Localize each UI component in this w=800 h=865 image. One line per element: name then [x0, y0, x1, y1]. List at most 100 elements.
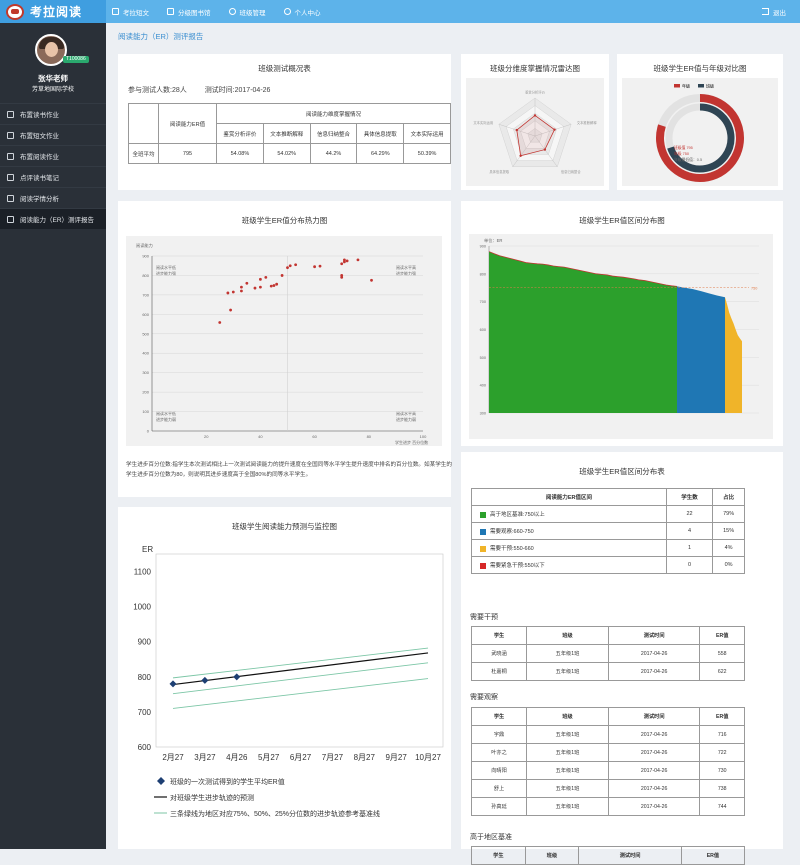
intervene-table: 学生 班级 测试时间 ER值 武晓涵 五年级1班 2017-04-26 558 杜嘉桐 五年级1班… [470, 626, 745, 681]
page-title: 阅读能力（ER）测评报告 [118, 32, 204, 41]
dim-header: 文本推断解释 [262, 123, 311, 144]
app-logo[interactable]: 考拉阅读 [0, 0, 106, 23]
prediction-x-tick: 10月27 [415, 753, 441, 762]
dim-value: 54.02% [262, 143, 311, 164]
article-icon [7, 131, 14, 139]
heat-point [343, 260, 346, 264]
logout-button[interactable]: 退出 [762, 0, 786, 23]
summary-title: 班级测试概况表 [258, 64, 311, 73]
table-cell: 五年级1班 [526, 779, 609, 798]
logout-icon [762, 8, 769, 15]
quadrant-tr-2: 进步能力强 [396, 270, 416, 276]
percentile-50-line [172, 662, 429, 695]
legend-class-label: 班级 [706, 83, 714, 89]
table-cell: 五年级1班 [526, 644, 609, 663]
table-cell: 2017-04-26 [607, 761, 701, 780]
heat-point [231, 290, 235, 294]
heat-x-tick: 20 [204, 434, 209, 439]
sidebar-item-article-assignment[interactable]: 布置短文作业 [0, 124, 106, 145]
area-ylabel: 单位：ER [484, 237, 502, 244]
top-navbar: 考拉阅读 考拉短文 分级图书馆 班级管理 个人中心 退出 [0, 0, 800, 23]
dim-header: 信息归纳整合 [309, 123, 358, 144]
table-row: 孙真廷 五年级1班 2017-04-26 744 [470, 797, 745, 816]
prediction-title: 班级学生阅读能力预测与监控图 [232, 522, 337, 531]
prediction-y-tick: 800 [138, 673, 152, 682]
quadrant-tl-2: 进步能力强 [156, 270, 176, 276]
ring-panel: 班级学生ER值与年级对比图 年级 班级 班级值 795 年级 750 年级最低值… [617, 54, 783, 190]
teacher-profile: T100086 张华老师 芳草地国际学校 [0, 23, 106, 103]
table-cell: 2017-04-26 [607, 797, 701, 816]
class-icon [228, 8, 236, 15]
heat-x-tick: 60 [312, 434, 317, 439]
radar-axis-label: 信息归纳整合 [561, 169, 581, 174]
area-y-tick: 300 [480, 412, 486, 416]
class-ring [667, 103, 735, 173]
table-cell: 622 [699, 662, 745, 681]
heat-y-tick: 700 [142, 292, 149, 297]
summary-panel: 班级测试概况表 参与测试人数:28人 测试时间:2017-04-26 阅读能力E… [118, 54, 451, 190]
prediction-y-tick: 900 [138, 638, 152, 647]
sidebar-item-analysis[interactable]: 阅读学情分析 [0, 187, 106, 208]
intervene-heading: 需要干预 [470, 614, 498, 621]
test-time: 测试时间:2017-04-26 [204, 87, 271, 94]
heat-ylabel: 阅读能力 [136, 242, 153, 249]
prediction-x-tick: 9月27 [385, 753, 407, 762]
table-row: 宇鼎 五年级1班 2017-04-26 716 [470, 725, 745, 744]
prediction-y-tick: 700 [138, 708, 152, 717]
distribution-panel: 班级学生ER值区间分布表 阅读能力ER值区间 学生数 占比 高于地区基准:750… [461, 452, 783, 865]
sidebar-item-reading-assignment[interactable]: 布置读书作业 [0, 103, 106, 124]
dim-value: 54.08% [216, 143, 264, 164]
sidebar-item-er-report[interactable]: 阅读能力（ER）测评报告 [0, 208, 106, 229]
sidebar-item-review-notes[interactable]: 点评读书笔记 [0, 166, 106, 187]
prediction-legend-label: 三条绿线为地区对应75%、50%、25%分位数的进步轨迹参考基准线 [170, 809, 380, 818]
column-header: 测试时间 [578, 846, 682, 865]
heat-point [280, 274, 284, 277]
heat-point [240, 285, 243, 289]
pen-icon [7, 173, 14, 181]
table-cell: 738 [699, 779, 745, 798]
heat-point [340, 274, 344, 277]
nav-item-library[interactable]: 分级图书馆 [167, 7, 211, 17]
heat-point [340, 262, 344, 266]
dim-header: 鉴赏分析评价 [216, 123, 264, 144]
heat-x-tick: 80 [367, 434, 372, 439]
table-cell: 叶亦之 [470, 743, 528, 762]
heat-scatter-chart: 阅读能力 学生进步 百分位数 阅读水平低 进步能力强 阅读水平高 进步能力强 阅… [136, 242, 428, 445]
nav-item-class[interactable]: 班级管理 [228, 7, 266, 17]
table-row: 杜嘉桐 五年级1班 2017-04-26 622 [470, 662, 745, 681]
area-y-tick: 800 [480, 272, 486, 276]
heat-y-tick: 800 [142, 273, 149, 278]
area-panel: 班级学生ER值区间分布图 单位：ER 300 400 500 600 700 800 900… [461, 201, 783, 446]
table-header-row: 学生 班级 测试时间 ER值 [471, 846, 746, 865]
area-y-tick: 500 [480, 356, 486, 360]
heat-point [313, 265, 316, 269]
high-heading: 高于地区基准 [470, 834, 512, 841]
heat-point [253, 286, 257, 290]
column-header: ER值 [680, 846, 746, 865]
legend-grade-swatch [674, 84, 680, 88]
heat-point [318, 264, 322, 268]
nav-item-articles[interactable]: 考拉短文 [112, 7, 149, 17]
column-header: 学生 [470, 707, 528, 726]
table-cell: 向晴阳 [470, 761, 528, 780]
column-header: 班级 [526, 626, 609, 645]
table-cell: 五年级1班 [526, 743, 609, 762]
nav-item-profile[interactable]: 个人中心 [283, 7, 321, 17]
radar-series-area [516, 114, 556, 157]
radar-point [515, 128, 518, 132]
heat-point [259, 285, 262, 289]
legend-grade-label: 年级 [682, 83, 690, 89]
column-header: 学生 [471, 846, 526, 865]
sidebar-item-read-assignment[interactable]: 布置阅读作业 [0, 145, 106, 166]
radar-point [553, 128, 556, 131]
column-header: 测试时间 [607, 707, 701, 726]
area-y-tick: 600 [480, 328, 486, 332]
quadrant-tl-1: 阅读水平低 [156, 264, 176, 270]
heat-title: 班级学生ER值分布热力图 [241, 216, 328, 225]
prediction-legend-label: 班级的一次测试得到的学生平均ER值 [170, 777, 285, 786]
avatar[interactable] [35, 34, 67, 66]
heat-point [370, 278, 373, 282]
prediction-line [172, 652, 429, 686]
heat-point [275, 282, 279, 286]
table-header-row: 学生 班级 测试时间 ER值 [470, 626, 745, 645]
